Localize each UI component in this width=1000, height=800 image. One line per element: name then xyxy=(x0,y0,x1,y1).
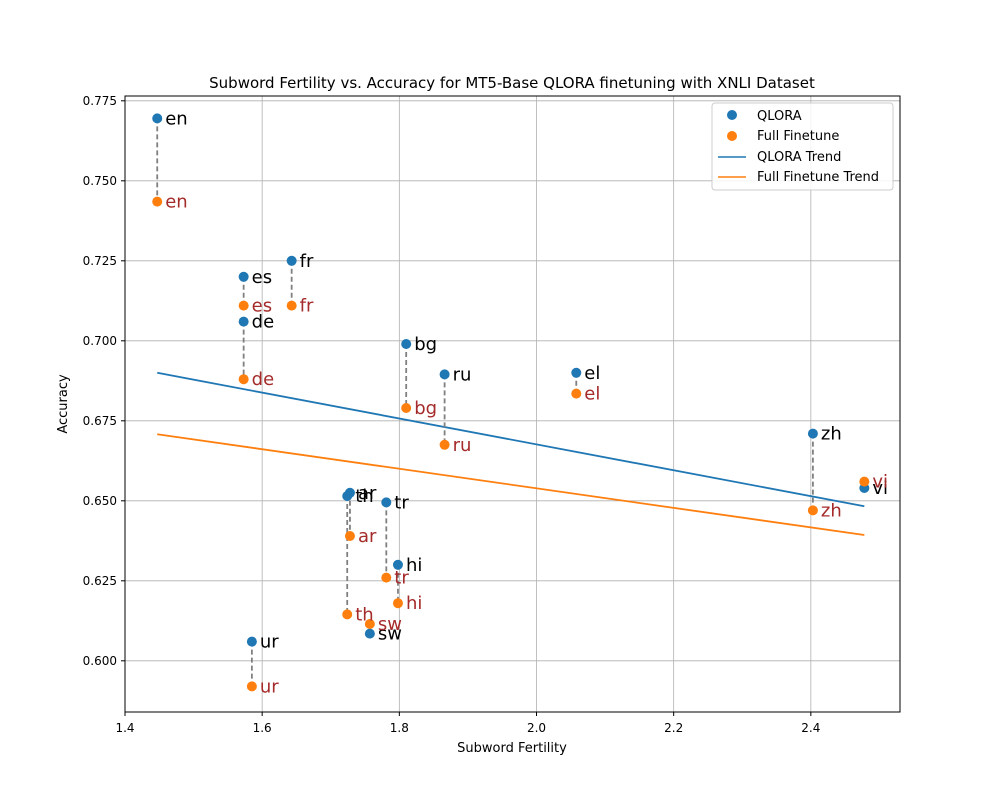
qlora-label-es: es xyxy=(252,267,272,288)
legend-box xyxy=(711,102,894,191)
legend-label-qlora: QLORA xyxy=(757,109,802,124)
x-tick-label: 2.2 xyxy=(664,721,683,735)
legend-label-full: Full Finetune xyxy=(757,129,839,144)
qlora-point-hi xyxy=(392,559,403,570)
chart-title: Subword Fertility vs. Accuracy for MT5-B… xyxy=(209,74,815,92)
full-finetune-point-zh xyxy=(807,505,818,516)
qlora-point-de xyxy=(238,316,249,327)
qlora-label-bg: bg xyxy=(414,334,437,355)
y-tick-label: 0.625 xyxy=(83,574,117,588)
connectors xyxy=(156,118,866,687)
full-finetune-point-fr xyxy=(286,300,297,311)
qlora-point-es xyxy=(238,271,249,282)
qlora-trend-line xyxy=(157,371,865,508)
full-finetune-point-bg xyxy=(401,403,412,413)
full-finetune-point-es xyxy=(238,300,249,311)
y-tick-label: 0.725 xyxy=(83,254,117,268)
full-finetune-label-tr: tr xyxy=(394,568,409,589)
full-finetune-point-vi xyxy=(859,476,870,487)
full-finetune-label-de: de xyxy=(252,369,275,390)
full-finetune-point-tr xyxy=(381,572,392,583)
legend: QLORA Full Finetune QLORA Trend Full Fin… xyxy=(711,102,894,191)
x-tick-label: 2.0 xyxy=(527,721,546,735)
qlora-point-ur xyxy=(246,636,257,647)
plot-frame xyxy=(124,95,901,713)
full-finetune-point-sw xyxy=(364,619,375,629)
full-finetune-point-el xyxy=(571,388,582,399)
qlora-point-sw xyxy=(364,628,375,639)
legend-label-full-trend: Full Finetune Trend xyxy=(757,170,879,185)
qlora-label-th: th xyxy=(355,486,373,507)
qlora-label-de: de xyxy=(252,312,275,333)
legend-marker-full xyxy=(727,131,737,141)
y-axis-label: Accuracy xyxy=(56,374,71,434)
qlora-point-tr xyxy=(381,497,392,508)
qlora-label-zh: zh xyxy=(821,424,842,445)
full-finetune-point-ur xyxy=(246,681,257,692)
full-finetune-label-ur: ur xyxy=(260,676,279,697)
qlora-point-el xyxy=(571,367,582,378)
full-finetune-label-hi: hi xyxy=(406,593,422,614)
qlora-point-bg xyxy=(401,339,412,349)
legend-marker-qlora xyxy=(727,110,737,120)
full-finetune-label-el: el xyxy=(584,384,600,405)
full-finetune-point-th xyxy=(342,609,353,620)
qlora-point-fr xyxy=(286,255,297,266)
y-ticks: 0.600 0.625 0.650 0.675 0.700 0.725 0.750 0.775 xyxy=(83,94,125,668)
qlora-label-tr: tr xyxy=(394,492,409,513)
qlora-label-sw: sw xyxy=(378,624,402,645)
qlora-point-zh xyxy=(807,428,818,439)
x-tick-label: 1.4 xyxy=(115,721,134,735)
full-finetune-label-ru: ru xyxy=(453,435,472,456)
y-tick-label: 0.700 xyxy=(83,334,117,348)
qlora-point-en xyxy=(152,113,163,124)
y-tick-label: 0.750 xyxy=(83,174,117,188)
full-finetune-label-zh: zh xyxy=(821,500,842,521)
qlora-label-ru: ru xyxy=(453,364,472,385)
full-finetune-point-de xyxy=(238,374,249,385)
x-ticks: 1.4 1.6 1.8 2.0 2.2 2.4 xyxy=(115,712,820,735)
x-tick-label: 2.4 xyxy=(801,721,820,735)
qlora-label-hi: hi xyxy=(406,555,422,576)
y-tick-label: 0.675 xyxy=(83,414,117,428)
qlora-point-th xyxy=(342,491,353,501)
y-tick-label: 0.650 xyxy=(83,494,117,508)
qlora-label-vi: vi xyxy=(872,478,888,499)
qlora-label-ur: ur xyxy=(260,632,279,653)
full-finetune-trend-line xyxy=(157,433,865,536)
full-finetune-label-en: en xyxy=(165,192,187,213)
full-finetune-point-ar xyxy=(344,531,355,541)
full-finetune-label-es: es xyxy=(252,296,272,317)
full-finetune-point-hi xyxy=(392,598,403,609)
qlora-label-el: el xyxy=(584,363,600,384)
trend-lines xyxy=(157,371,865,536)
x-tick-label: 1.8 xyxy=(390,721,409,735)
x-tick-label: 1.6 xyxy=(253,721,272,735)
full-finetune-label-ar: ar xyxy=(358,526,377,547)
y-tick-label: 0.775 xyxy=(83,94,117,108)
point-labels: enenesesfrfrdedebgbgruruelelzhzhviviarar… xyxy=(165,108,888,697)
full-finetune-point-en xyxy=(152,196,163,207)
full-finetune-point-ru xyxy=(439,439,450,450)
full-finetune-label-bg: bg xyxy=(414,398,437,419)
data-points xyxy=(152,113,870,692)
qlora-label-en: en xyxy=(165,108,187,129)
full-finetune-label-vi: vi xyxy=(872,472,888,493)
full-finetune-label-sw: sw xyxy=(378,614,402,635)
x-axis-label: Subword Fertility xyxy=(457,741,567,756)
qlora-label-ar: ar xyxy=(358,483,377,504)
y-tick-label: 0.600 xyxy=(83,654,117,668)
full-finetune-label-th: th xyxy=(355,604,373,625)
qlora-label-fr: fr xyxy=(300,251,314,272)
legend-label-qlora-trend: QLORA Trend xyxy=(757,150,841,165)
qlora-point-ru xyxy=(439,369,450,380)
full-finetune-label-fr: fr xyxy=(300,296,314,317)
